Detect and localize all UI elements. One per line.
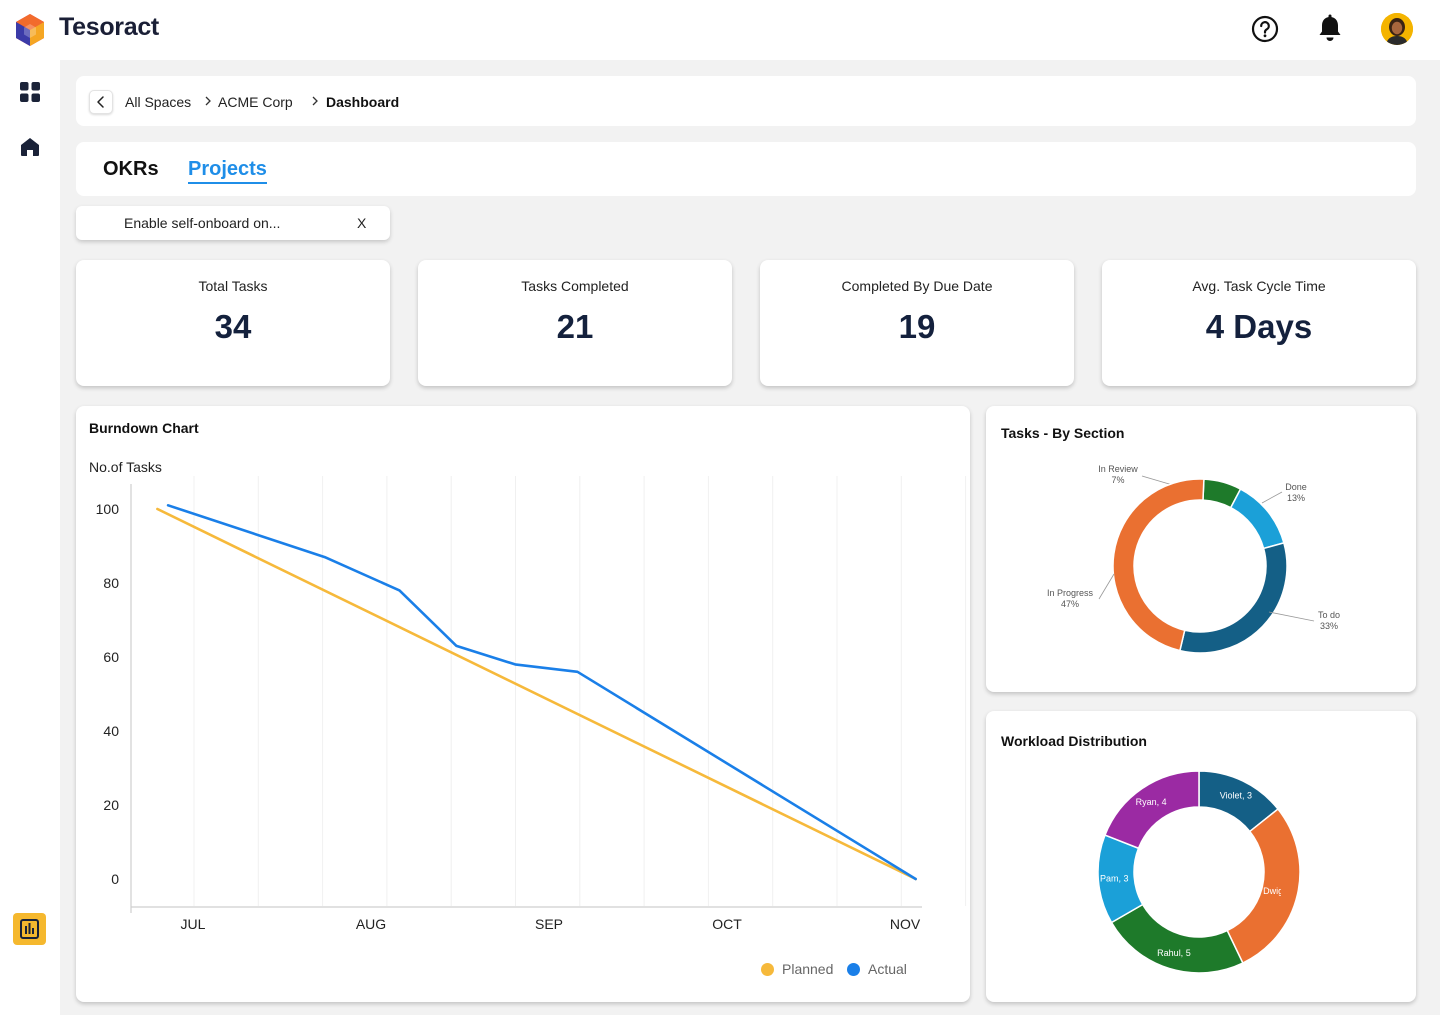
- leader-line: [1261, 491, 1283, 504]
- stat-card-total-tasks: Total Tasks 34: [76, 260, 390, 386]
- stat-value: 19: [898, 308, 936, 345]
- slice-value-label: 47%: [1061, 599, 1079, 609]
- breadcrumb-acme-corp[interactable]: ACME Corp: [218, 94, 293, 110]
- slice-label: Dwight, 6: [1263, 886, 1301, 896]
- chart-title: Burndown Chart: [89, 420, 199, 436]
- legend-dot: [847, 962, 860, 976]
- x-tick-label: JUL: [181, 916, 206, 932]
- breadcrumb: All Spaces ACME Corp Dashboard: [76, 76, 1416, 126]
- leader-line: [1268, 611, 1315, 622]
- x-tick-label: SEP: [535, 916, 563, 932]
- workload-distribution-card: Workload Distribution Violet, 3 Dwight, 6…: [986, 711, 1416, 1002]
- y-tick-label: 40: [103, 723, 119, 739]
- y-tick-label: 0: [111, 871, 119, 887]
- slice-rahul: [1110, 903, 1244, 974]
- slice-value-label: 7%: [1111, 475, 1124, 485]
- brand-name: Tesoract: [59, 13, 159, 41]
- y-tick-label: 60: [103, 649, 119, 665]
- legend-planned[interactable]: Planned: [761, 961, 833, 977]
- series-line-planned: [156, 507, 917, 881]
- avatar[interactable]: [1381, 13, 1413, 45]
- burndown-chart-card: Burndown Chart No.of Tasks 0 20 40 60 80 100 J…: [76, 406, 970, 1002]
- chart-title: Workload Distribution: [1001, 733, 1147, 749]
- slice-in-progress: [1112, 478, 1205, 652]
- chevron-right-icon: [312, 96, 318, 106]
- burndown-chart: 0 20 40 60 80 100 JUL AUG SEP OCT NOV: [96, 476, 967, 932]
- slice-ryan: [1104, 770, 1200, 850]
- stat-value: 4 Days: [1205, 308, 1313, 345]
- stat-value: 21: [556, 308, 594, 345]
- bell-icon[interactable]: [1317, 14, 1343, 44]
- breadcrumb-all-spaces[interactable]: All Spaces: [125, 94, 192, 110]
- stat-label: Tasks Completed: [521, 278, 629, 294]
- y-axis-label: No.of Tasks: [89, 459, 162, 475]
- series-line-actual: [166, 504, 917, 881]
- slice-to-do: [1178, 541, 1288, 654]
- y-tick-label: 100: [96, 501, 120, 517]
- grid-icon[interactable]: [20, 82, 40, 102]
- slice-name-label: In Review: [1098, 464, 1138, 474]
- slice-label: Pam, 3: [1100, 873, 1129, 883]
- stat-value: 34: [214, 308, 252, 345]
- stat-label: Completed By Due Date: [841, 278, 993, 294]
- side-nav: [0, 60, 60, 1015]
- tab-projects[interactable]: Projects: [188, 158, 267, 184]
- workload-distribution-donut: Violet, 3 Dwight, 6 Rahul, 5 Pam, 3 Ryan, 4: [1097, 770, 1301, 974]
- slice-done: [1229, 488, 1285, 550]
- slice-label: Violet, 3: [1220, 790, 1252, 800]
- home-icon[interactable]: [20, 137, 40, 157]
- chart-title: Tasks - By Section: [1001, 425, 1125, 441]
- logo-icon[interactable]: [14, 13, 46, 47]
- legend-dot: [761, 962, 774, 976]
- slice-label: Ryan, 4: [1136, 797, 1167, 807]
- legend-label: Planned: [782, 961, 834, 977]
- back-button[interactable]: [89, 90, 113, 114]
- slice-name-label: To do: [1318, 610, 1340, 620]
- stat-label: Total Tasks: [198, 278, 268, 294]
- stat-label: Avg. Task Cycle Time: [1192, 278, 1326, 294]
- x-tick-label: AUG: [356, 916, 386, 932]
- tab-okrs[interactable]: OKRs: [103, 158, 159, 180]
- help-icon[interactable]: [1251, 15, 1279, 43]
- slice-name-label: In Progress: [1047, 588, 1094, 598]
- stat-card-tasks-completed: Tasks Completed 21: [418, 260, 732, 386]
- breadcrumb-dashboard: Dashboard: [326, 94, 400, 110]
- tasks-by-section-card: Tasks - By Section In Review 7% Done 13% To …: [986, 406, 1416, 692]
- self-onboard-banner: Enable self-onboard on... X: [76, 206, 390, 240]
- self-onboard-link[interactable]: Enable self-onboard on...: [124, 215, 281, 231]
- slice-name-label: Done: [1285, 482, 1307, 492]
- chevron-right-icon: [205, 96, 211, 106]
- tab-bar: OKRs Projects: [76, 142, 1416, 196]
- slice-label: Rahul, 5: [1157, 948, 1191, 958]
- close-button[interactable]: X: [357, 215, 367, 231]
- x-tick-label: NOV: [890, 916, 921, 932]
- legend-label: Actual: [868, 961, 907, 977]
- stat-card-avg-cycle-time: Avg. Task Cycle Time 4 Days: [1102, 260, 1416, 386]
- slice-value-label: 13%: [1287, 493, 1305, 503]
- x-tick-label: OCT: [712, 916, 742, 932]
- y-tick-label: 80: [103, 575, 119, 591]
- y-tick-label: 20: [103, 797, 119, 813]
- legend-actual[interactable]: Actual: [847, 961, 907, 977]
- leader-line: [1098, 573, 1115, 600]
- stat-card-completed-by-due-date: Completed By Due Date 19: [760, 260, 1074, 386]
- analytics-button[interactable]: [13, 913, 46, 945]
- avatar-image: [1381, 13, 1413, 45]
- slice-value-label: 33%: [1320, 621, 1338, 631]
- chevron-left-icon: [97, 96, 104, 108]
- top-bar: Tesoract: [0, 0, 1440, 60]
- bar-chart-icon: [20, 919, 39, 939]
